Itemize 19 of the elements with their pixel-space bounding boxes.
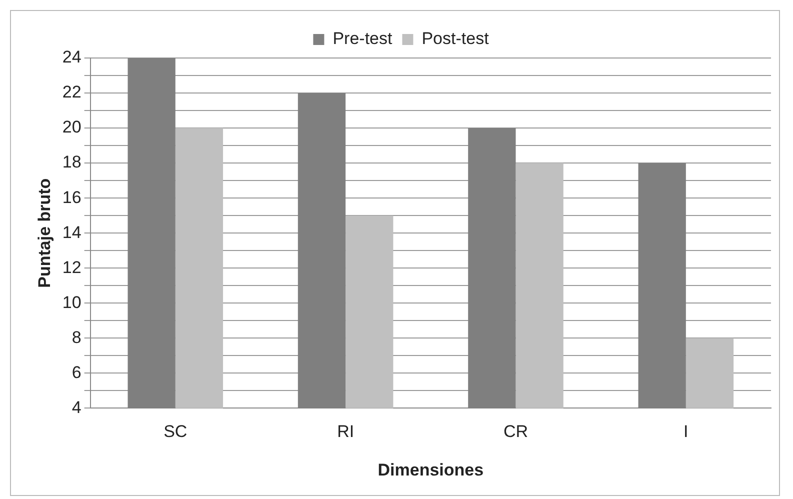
legend-label: Pre-test [332, 29, 392, 48]
y-tick-label: 8 [72, 328, 82, 347]
y-tick-label: 6 [72, 362, 82, 382]
legend-label: Post-test [422, 29, 490, 48]
y-tick-label: 14 [62, 222, 82, 242]
y-axis-title: Puntaje bruto [34, 178, 54, 288]
y-tick-label: 10 [62, 292, 82, 312]
y-tick-label: 18 [62, 152, 82, 172]
y-tick-label: 24 [62, 48, 82, 67]
x-tick-label: SC [164, 422, 188, 442]
y-tick-label: 20 [62, 118, 82, 137]
y-tick-label: 4 [72, 398, 82, 417]
y-tick-label: 16 [62, 188, 82, 207]
x-tick-label: CR [503, 422, 528, 442]
x-axis-title: Dimensiones [378, 460, 484, 480]
x-tick-label: I [684, 422, 688, 442]
y-tick-label: 22 [62, 82, 82, 102]
x-tick-label: RI [337, 422, 354, 442]
y-tick-label: 12 [62, 258, 82, 277]
